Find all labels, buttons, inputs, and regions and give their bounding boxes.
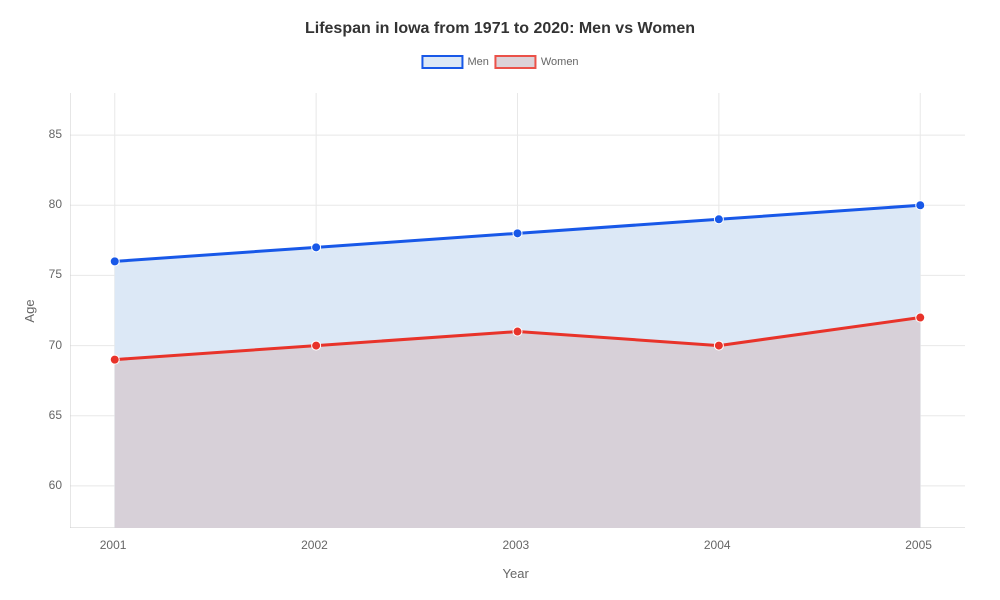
y-tick-label: 80 [42,197,62,211]
legend-swatch-women [495,55,537,69]
chart-container: Lifespan in Iowa from 1971 to 2020: Men … [0,0,1000,600]
y-tick-label: 65 [42,408,62,422]
y-tick-label: 70 [42,338,62,352]
x-tick-label: 2003 [503,538,530,552]
y-tick-label: 85 [42,127,62,141]
legend-swatch-men [421,55,463,69]
x-tick-label: 2002 [301,538,328,552]
x-tick-label: 2004 [704,538,731,552]
plot-area [70,93,965,528]
x-tick-label: 2005 [905,538,932,552]
x-tick-label: 2001 [100,538,127,552]
y-tick-label: 75 [42,267,62,281]
legend-label-men: Men [467,56,488,68]
legend-item-men: Men [421,55,488,69]
y-axis-label: Age [22,299,37,322]
chart-title: Lifespan in Iowa from 1971 to 2020: Men … [0,20,1000,38]
y-tick-label: 60 [42,478,62,492]
x-axis-label: Year [503,566,529,581]
legend-label-women: Women [541,56,579,68]
legend-item-women: Women [495,55,579,69]
legend: Men Women [421,55,578,69]
